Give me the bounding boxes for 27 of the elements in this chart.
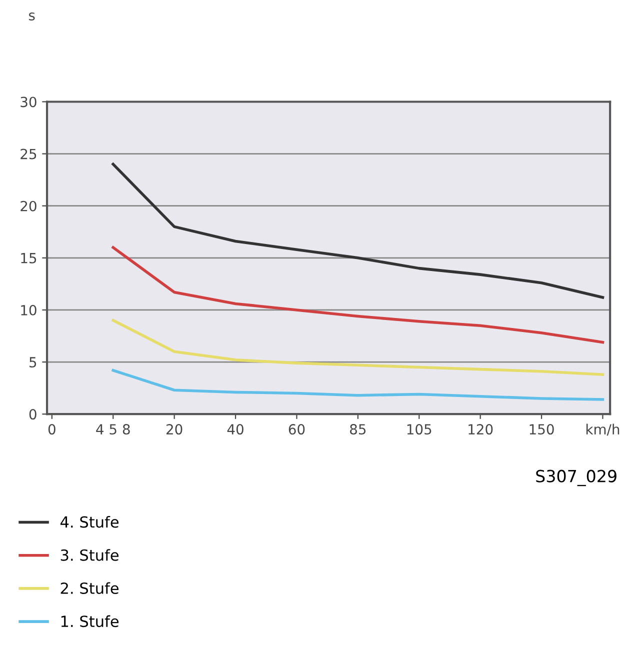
y-tick-label: 10 — [21, 304, 36, 316]
line-series — [112, 318, 604, 376]
x-tick-label: 40 — [227, 424, 244, 435]
x-tick-label: 150 — [530, 424, 554, 435]
y-tick-label: 25 — [20, 148, 36, 160]
x-tick-label: km/h — [586, 424, 620, 436]
legend-label: 2. Stufe — [60, 582, 119, 594]
y-tick-label: 20 — [20, 200, 36, 212]
text: s — [28, 12, 35, 20]
x-tick-label: 85 — [350, 424, 366, 435]
legend-label: 1. Stufe — [61, 615, 119, 628]
x-tick-label: 20 — [166, 424, 182, 435]
x-tick-label: 105 — [407, 424, 432, 435]
x-tick-label: 120 — [468, 424, 493, 435]
text: S307_029 — [536, 470, 616, 486]
line-series — [112, 162, 604, 299]
y-tick-label: 15 — [21, 253, 36, 264]
x-tick-label: 60 — [288, 424, 305, 435]
y-tick-label: 0 — [29, 409, 36, 420]
x-tick-label: 0 — [48, 424, 56, 435]
line-series — [112, 246, 604, 344]
legend-label: 4. Stufe — [60, 516, 119, 528]
line-series — [112, 368, 604, 401]
y-tick-label: 30 — [20, 96, 36, 108]
x-tick-label: 4 5 8 — [96, 424, 130, 435]
y-tick-label: 5 — [30, 357, 36, 368]
legend-label: 3. Stufe — [60, 549, 119, 561]
